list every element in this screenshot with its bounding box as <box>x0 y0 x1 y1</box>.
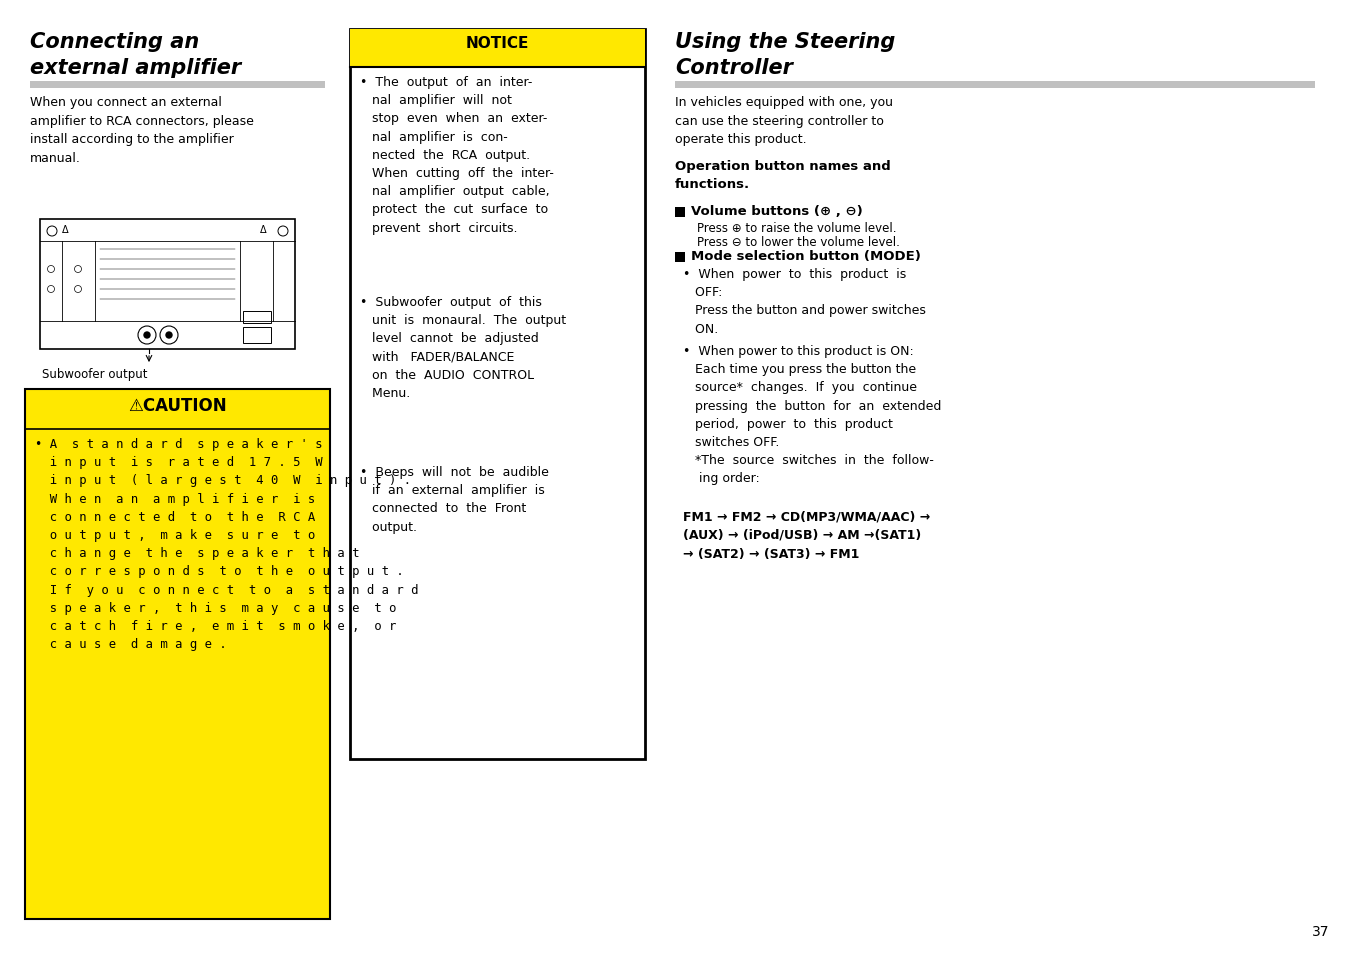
Text: •  The  output  of  an  inter-
   nal  amplifier  will  not
   stop  even  when : • The output of an inter- nal amplifier … <box>360 76 554 234</box>
Text: ⚠CAUTION: ⚠CAUTION <box>129 396 227 415</box>
Circle shape <box>144 333 150 338</box>
Text: Δ: Δ <box>62 225 69 234</box>
Circle shape <box>167 333 172 338</box>
Bar <box>349 30 645 68</box>
Text: Press ⊕ to raise the volume level.: Press ⊕ to raise the volume level. <box>697 222 896 234</box>
Text: Δ: Δ <box>260 225 267 234</box>
Text: •  Subwoofer  output  of  this
   unit  is  monaural.  The  output
   level  can: • Subwoofer output of this unit is monau… <box>360 295 566 399</box>
Text: •  When  power  to  this  product  is
   OFF:
   Press the button and power swit: • When power to this product is OFF: Pre… <box>682 268 926 335</box>
Text: 37: 37 <box>1312 924 1330 938</box>
Text: NOTICE: NOTICE <box>466 36 529 51</box>
Bar <box>30 82 325 89</box>
Bar <box>242 312 271 324</box>
Text: •  Beeps  will  not  be  audible
   if  an  external  amplifier  is
   connected: • Beeps will not be audible if an extern… <box>360 465 548 533</box>
Bar <box>24 390 330 919</box>
Text: external amplifier: external amplifier <box>30 58 241 78</box>
Text: •  When power to this product is ON:
   Each time you press the button the
   so: • When power to this product is ON: Each… <box>682 345 941 485</box>
Bar <box>676 208 685 218</box>
Text: In vehicles equipped with one, you
can use the steering controller to
operate th: In vehicles equipped with one, you can u… <box>676 96 894 146</box>
Text: Volume buttons (⊕ , ⊖): Volume buttons (⊕ , ⊖) <box>691 205 862 218</box>
Bar <box>242 328 271 344</box>
Text: Connecting an: Connecting an <box>30 32 199 52</box>
Text: Operation button names and
functions.: Operation button names and functions. <box>676 160 891 191</box>
Text: • A  s t a n d a r d  s p e a k e r ' s
  i n p u t  i s  r a t e d  1 7 . 5  W
: • A s t a n d a r d s p e a k e r ' s i … <box>35 437 418 651</box>
Text: Using the Steering: Using the Steering <box>676 32 895 52</box>
Bar <box>676 82 1315 89</box>
Text: Subwoofer output: Subwoofer output <box>42 368 148 380</box>
Text: Mode selection button (MODE): Mode selection button (MODE) <box>691 250 921 263</box>
Text: When you connect an external
amplifier to RCA connectors, please
install accordi: When you connect an external amplifier t… <box>30 96 255 164</box>
Bar <box>41 220 295 350</box>
Text: Controller: Controller <box>676 58 793 78</box>
Text: Press ⊖ to lower the volume level.: Press ⊖ to lower the volume level. <box>697 235 900 249</box>
Bar <box>676 253 685 263</box>
Text: FM1 → FM2 → CD(MP3/WMA/AAC) →
(AUX) → (iPod/USB) → AM →(SAT1)
→ (SAT2) → (SAT3) : FM1 → FM2 → CD(MP3/WMA/AAC) → (AUX) → (i… <box>682 510 930 560</box>
Bar <box>349 30 645 760</box>
